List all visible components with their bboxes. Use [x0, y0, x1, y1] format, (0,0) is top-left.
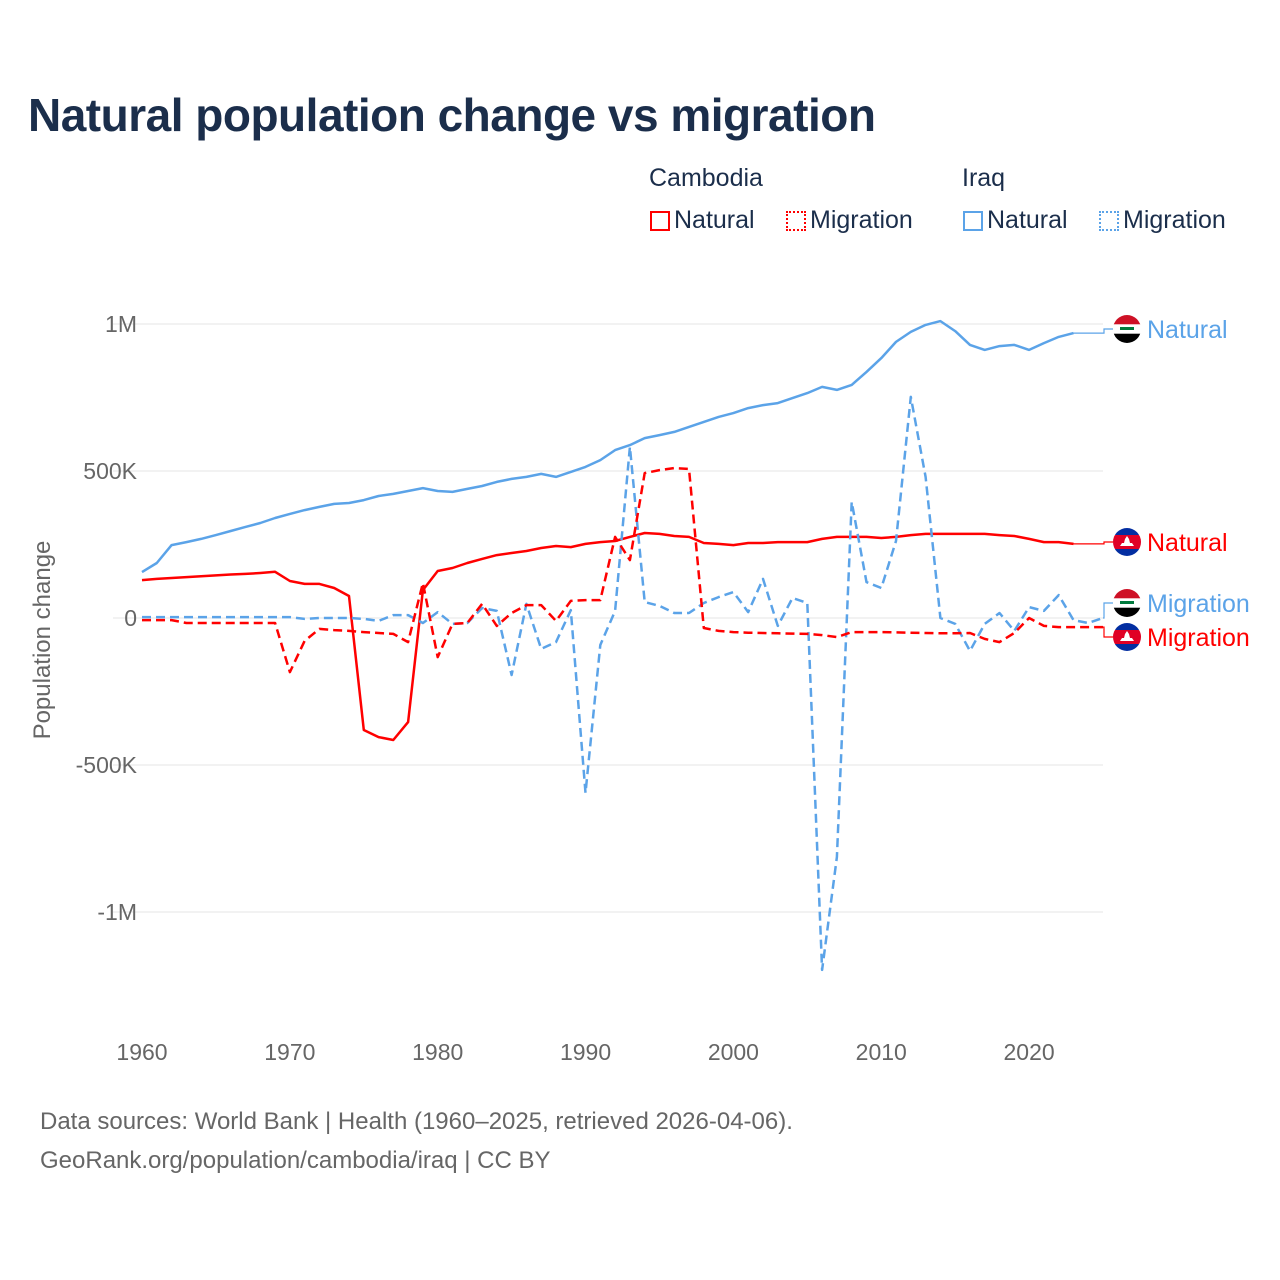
- label-connector: [1103, 626, 1113, 638]
- x-tick-label: 1990: [560, 1039, 611, 1065]
- iraq-flag-icon: [1113, 315, 1141, 343]
- legend-label: Migration: [810, 206, 913, 234]
- y-tick-label: -500K: [76, 752, 138, 778]
- label-connector: [1103, 602, 1113, 619]
- footer-source: Data sources: World Bank | Health (1960–…: [40, 1108, 793, 1135]
- chart-title: Natural population change vs migration: [28, 89, 876, 141]
- y-tick-label: 500K: [83, 458, 137, 484]
- cambodia-flag-icon: [1113, 623, 1141, 651]
- legend-swatch-dotted-red: [786, 210, 806, 231]
- series-line-iraq-migration: [142, 395, 1104, 972]
- legend-cambodia-migration[interactable]: Migration: [786, 206, 913, 235]
- label-connector: [1073, 541, 1113, 545]
- footer-credit: GeoRank.org/population/cambodia/iraq | C…: [40, 1147, 551, 1174]
- legend-group-cambodia: Cambodia: [649, 164, 763, 192]
- legend-swatch-solid-red: [650, 210, 670, 231]
- legend-cambodia-natural[interactable]: Natural: [650, 206, 755, 235]
- end-label-iraq-natural: Natural: [1147, 316, 1228, 344]
- y-tick-label: 0: [124, 605, 137, 631]
- legend-label: Migration: [1123, 206, 1226, 234]
- series-line-cambodia-natural: [141, 531, 1074, 742]
- series-line-iraq-natural: [141, 319, 1074, 574]
- end-label-cambodia-migration: Migration: [1147, 624, 1250, 652]
- x-tick-label: 1980: [412, 1039, 463, 1065]
- iraq-flag-icon: [1113, 589, 1141, 617]
- series-line-cambodia-migration: [142, 466, 1103, 674]
- x-tick-label: 1970: [264, 1039, 315, 1065]
- chart-plot: 1M 500K 0 -500K -1M 1960 1970 1980 1990 2000 2010…: [29, 311, 1250, 1065]
- end-label-iraq-migration: Migration: [1147, 590, 1250, 618]
- legend-group-iraq: Iraq: [962, 164, 1006, 192]
- cambodia-flag-icon: [1113, 528, 1141, 556]
- x-tick-label: 2010: [856, 1039, 907, 1065]
- legend-label: Natural: [674, 206, 755, 234]
- y-axis-label: Population change: [29, 541, 56, 740]
- legend-iraq-migration[interactable]: Migration: [1099, 206, 1226, 235]
- legend-iraq-natural[interactable]: Natural: [963, 206, 1068, 235]
- legend-label: Natural: [987, 206, 1068, 234]
- end-label-cambodia-natural: Natural: [1147, 529, 1228, 557]
- label-connector: [1073, 328, 1113, 334]
- x-tick-label: 2000: [708, 1039, 759, 1065]
- legend-swatch-dotted-blue: [1099, 210, 1119, 231]
- x-tick-label: 2020: [1004, 1039, 1055, 1065]
- legend-swatch-solid-blue: [963, 210, 983, 231]
- x-tick-label: 1960: [116, 1039, 167, 1065]
- y-tick-label: -1M: [97, 899, 137, 925]
- y-tick-label: 1M: [105, 311, 137, 337]
